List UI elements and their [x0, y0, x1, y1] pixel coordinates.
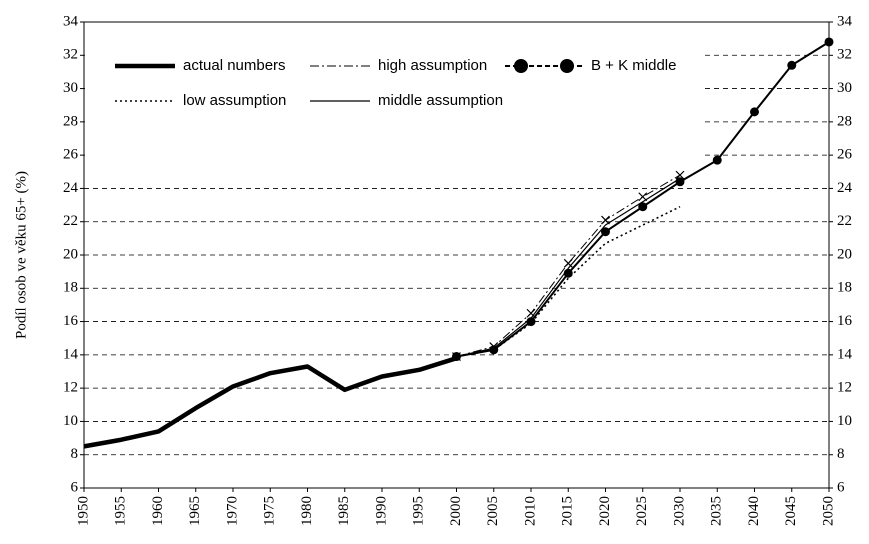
marker	[824, 37, 834, 47]
y-tick-label: 28	[63, 113, 78, 129]
y2-tick-label: 16	[837, 313, 853, 329]
x-tick-label: 2020	[597, 496, 613, 526]
marker	[787, 60, 797, 70]
legend-label: high assumption	[378, 57, 487, 74]
y2-tick-label: 24	[837, 180, 853, 196]
plot-frame	[83, 21, 830, 489]
y-tick-label: 34	[63, 13, 79, 29]
y2-tick-label: 18	[837, 280, 852, 296]
x-tick-label: 1955	[113, 496, 129, 526]
y-tick-label: 26	[63, 147, 79, 163]
x-tick-label: 2005	[485, 496, 501, 526]
x-tick-label: 1985	[336, 496, 352, 526]
y2-tick-label: 6	[837, 479, 845, 495]
y-tick-label: 32	[63, 47, 78, 63]
y2-tick-label: 30	[837, 80, 852, 96]
x-tick-label: 2025	[634, 496, 650, 526]
legend-box	[85, 38, 705, 172]
y-tick-label: 22	[63, 213, 78, 229]
y-tick-label: 24	[63, 180, 79, 196]
y-tick-label: 8	[71, 446, 79, 462]
y-tick-label: 30	[63, 80, 78, 96]
x-tick-label: 1965	[187, 496, 203, 526]
x-tick-label: 2040	[746, 496, 762, 526]
x-tick-label: 1950	[75, 496, 91, 526]
y2-tick-label: 8	[837, 446, 845, 462]
y2-tick-label: 14	[837, 346, 853, 362]
y2-tick-label: 20	[837, 246, 852, 262]
y2-tick-label: 10	[837, 413, 852, 429]
y2-tick-label: 12	[837, 380, 852, 396]
x-tick-label: 2030	[671, 496, 687, 526]
x-tick-label: 2015	[560, 496, 576, 526]
x-tick-label: 2010	[522, 496, 538, 526]
x-tick-label: 1975	[262, 496, 278, 526]
x-tick-label: 1970	[224, 496, 240, 526]
legend-label: low assumption	[183, 92, 286, 109]
x-tick-label: 2045	[783, 496, 799, 526]
y-tick-label: 20	[63, 246, 78, 262]
x-tick-label: 1960	[150, 496, 166, 526]
legend-label: B + K middle	[591, 57, 676, 74]
x-tick-label: 1980	[299, 496, 315, 526]
y-tick-label: 18	[63, 280, 78, 296]
x-tick-label: 2000	[448, 496, 464, 526]
legend-marker	[514, 59, 528, 73]
x-tick-label: 2050	[820, 496, 836, 526]
x-tick-label: 1990	[373, 496, 389, 526]
y2-tick-label: 28	[837, 113, 852, 129]
y-tick-label: 6	[71, 479, 79, 495]
y2-tick-label: 32	[837, 47, 852, 63]
y-tick-label: 12	[63, 380, 78, 396]
marker	[675, 170, 685, 180]
legend-label: actual numbers	[183, 57, 286, 74]
series-line	[456, 206, 681, 358]
x-tick-label: 1995	[411, 496, 427, 526]
marker	[526, 308, 536, 318]
y-tick-label: 16	[63, 313, 79, 329]
marker	[601, 227, 610, 237]
marker	[750, 107, 759, 117]
y2-tick-label: 26	[837, 147, 853, 163]
y-axis-label: Podíl osob ve věku 65+ (%)	[13, 171, 29, 339]
legend-marker	[560, 59, 574, 73]
marker	[563, 258, 573, 268]
series-line	[456, 177, 681, 358]
y-tick-label: 10	[63, 413, 78, 429]
marker	[489, 345, 499, 355]
y-tick-label: 14	[63, 346, 79, 362]
marker	[638, 202, 648, 212]
x-tick-label: 2035	[709, 496, 725, 526]
series-line	[456, 174, 681, 358]
legend-label: middle assumption	[378, 92, 503, 109]
y2-tick-label: 34	[837, 13, 853, 29]
series-line	[83, 356, 458, 449]
y2-tick-label: 22	[837, 213, 852, 229]
marker	[712, 155, 722, 165]
